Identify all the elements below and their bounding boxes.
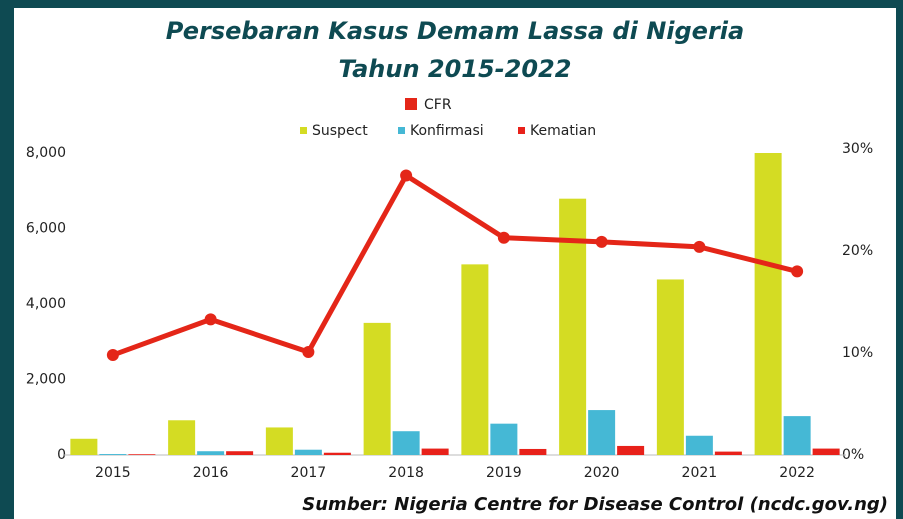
panel	[14, 8, 896, 519]
bar	[714, 451, 742, 455]
bar	[363, 322, 391, 455]
cfr-point	[595, 235, 608, 248]
bar	[783, 416, 811, 455]
x-tick-label: 2015	[95, 465, 131, 481]
bar	[461, 264, 489, 455]
legend-marker	[300, 127, 307, 134]
bar	[168, 420, 196, 455]
cfr-point	[302, 345, 315, 358]
bar	[519, 448, 547, 455]
legend-marker	[405, 98, 417, 110]
cfr-point	[497, 231, 510, 244]
legend-marker	[398, 127, 405, 134]
legend-label: Kematian	[530, 123, 596, 139]
bar	[490, 423, 518, 455]
y-tick-label: 2,000	[26, 372, 66, 388]
cfr-point	[106, 349, 119, 362]
bar	[128, 454, 156, 455]
bar	[99, 454, 127, 455]
legend-marker	[518, 127, 525, 134]
x-tick-label: 2021	[682, 465, 718, 481]
x-tick-label: 2017	[291, 465, 327, 481]
legend-label: Suspect	[312, 123, 368, 139]
bar	[197, 451, 225, 455]
cfr-point	[204, 313, 217, 326]
chart-subtitle: Tahun 2015-2022	[339, 55, 572, 83]
bar	[559, 198, 587, 456]
y2-tick-label: 30%	[842, 141, 873, 157]
bar	[656, 279, 684, 455]
bar	[617, 445, 645, 455]
y2-tick-label: 20%	[842, 243, 873, 259]
x-tick-label: 2019	[486, 465, 522, 481]
chart-title: Persebaran Kasus Demam Lassa di Nigeria	[166, 17, 744, 45]
bar	[226, 451, 254, 455]
y-tick-label: 8,000	[26, 145, 66, 161]
source: Sumber: Nigeria Centre for Disease Contr…	[302, 494, 888, 515]
cfr-point	[693, 240, 706, 253]
bar	[392, 431, 420, 455]
bar	[588, 410, 616, 455]
bar	[812, 448, 840, 455]
cfr-point	[791, 265, 804, 278]
cfr-line	[112, 173, 798, 358]
legend-label: Konfirmasi	[410, 123, 484, 139]
cfr-point	[400, 169, 413, 182]
legend-label: CFR	[424, 97, 452, 113]
y2-tick-label: 0%	[842, 447, 864, 463]
bar	[754, 153, 782, 455]
x-tick-label: 2022	[779, 465, 815, 481]
bar	[323, 452, 351, 455]
x-tick-label: 2018	[388, 465, 424, 481]
y-tick-label: 4,000	[26, 296, 66, 312]
y-tick-label: 0	[57, 447, 66, 463]
y2-tick-label: 10%	[842, 345, 873, 361]
bar	[265, 427, 293, 455]
y-tick-label: 6,000	[26, 221, 66, 237]
bar	[70, 438, 98, 455]
bar	[421, 448, 449, 455]
x-tick-label: 2016	[193, 465, 229, 481]
bar	[294, 449, 322, 455]
x-tick-label: 2020	[584, 465, 620, 481]
bar	[685, 435, 713, 455]
